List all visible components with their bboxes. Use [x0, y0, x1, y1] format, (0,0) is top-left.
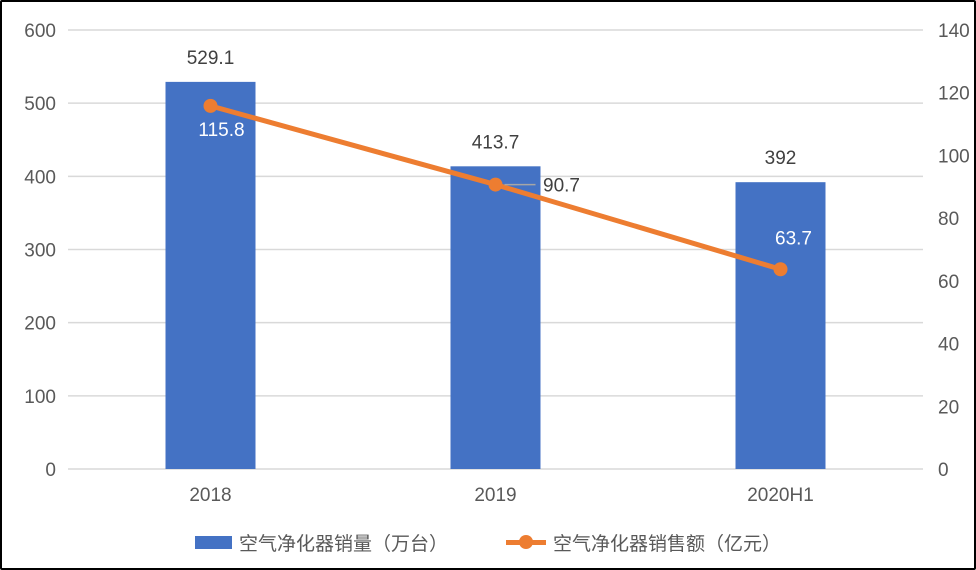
bar-series-swatch-icon [194, 535, 232, 549]
left-axis-tick-label: 400 [24, 167, 56, 188]
bar-data-label: 392 [765, 148, 797, 169]
legend-label-sales-revenue: 空气净化器销售额（亿元） [553, 533, 782, 555]
category-label: 2019 [474, 485, 516, 506]
bar-2020H1 [735, 182, 826, 470]
right-axis-tick-label: 140 [938, 21, 970, 42]
bar-data-label: 413.7 [472, 132, 520, 153]
line-data-label: 115.8 [198, 120, 244, 141]
line-point-2018 [203, 98, 218, 113]
right-axis-tick-label: 20 [938, 397, 959, 418]
line-point-2019 [488, 177, 503, 192]
right-axis-tick-label: 80 [938, 209, 959, 230]
bar-2018 [165, 81, 256, 469]
left-axis-tick-label: 200 [24, 314, 56, 335]
legend-label-sales-volume: 空气净化器销量（万台） [238, 533, 448, 555]
right-axis-tick-label: 60 [938, 272, 959, 293]
bar-2019 [450, 166, 541, 469]
line-series-marker-icon [506, 535, 546, 549]
right-axis-tick-label: 0 [938, 460, 949, 481]
category-label: 2020H1 [747, 485, 814, 506]
line-data-label: 90.7 [543, 176, 580, 197]
line-marker-dot-icon [519, 535, 533, 549]
legend-item-sales-volume: 空气净化器销量（万台） [194, 529, 448, 556]
left-axis-tick-label: 100 [24, 387, 56, 408]
category-label: 2018 [189, 485, 231, 506]
line-data-label: 63.7 [775, 228, 812, 249]
right-axis-tick-label: 120 [938, 84, 970, 105]
bar-data-label: 529.1 [187, 48, 235, 69]
left-axis-tick-label: 0 [45, 460, 56, 481]
left-axis-tick-label: 300 [24, 241, 56, 262]
line-point-2020H1 [773, 262, 788, 277]
right-axis-tick-label: 100 [938, 146, 970, 167]
left-axis-tick-label: 600 [24, 21, 56, 42]
chart-legend: 空气净化器销量（万台） 空气净化器销售额（亿元） [2, 527, 974, 557]
left-axis-tick-label: 500 [24, 94, 56, 115]
legend-item-sales-revenue: 空气净化器销售额（亿元） [506, 529, 781, 556]
right-axis-tick-label: 40 [938, 335, 959, 356]
